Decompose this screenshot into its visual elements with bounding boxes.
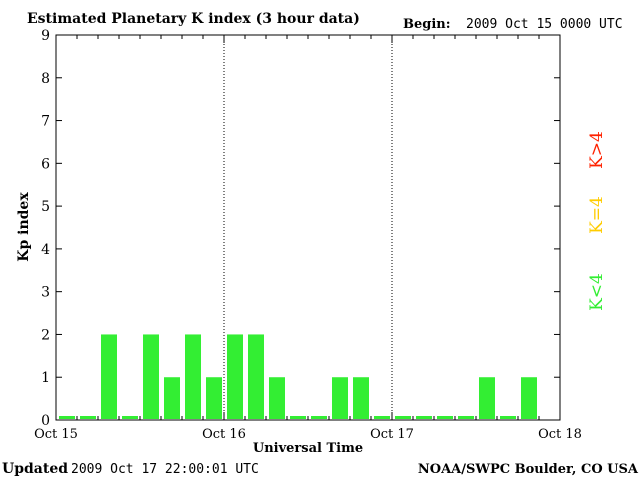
kp-bar	[227, 334, 243, 419]
y-tick-label: 2	[41, 327, 50, 343]
kp-bar	[80, 416, 96, 419]
y-tick-label: 4	[41, 242, 50, 258]
y-tick-label: 9	[41, 28, 50, 44]
legend: K<4 K=4 K>4	[587, 131, 607, 311]
y-tick-label: 0	[41, 413, 50, 429]
chart-title: Estimated Planetary K index (3 hour data…	[27, 11, 360, 27]
y-tick-label: 1	[41, 370, 50, 386]
kp-bar	[479, 377, 495, 419]
x-axis-label: Universal Time	[253, 441, 363, 456]
x-tick-label: Oct 16	[202, 427, 246, 442]
kp-bar	[185, 334, 201, 419]
begin-value: 2009 Oct 15 0000 UTC	[466, 17, 623, 32]
kp-bar	[332, 377, 348, 419]
y-tick-label: 5	[41, 199, 50, 215]
x-tick-label: Oct 15	[34, 427, 78, 442]
kp-bar	[458, 416, 474, 419]
legend-item: K<4	[587, 273, 607, 311]
updated-label: Updated	[2, 461, 68, 477]
updated-value: 2009 Oct 17 22:00:01 UTC	[71, 462, 259, 477]
footer-source: NOAA/SWPC Boulder, CO USA	[418, 462, 639, 477]
kp-bar	[437, 416, 453, 419]
kp-bar	[164, 377, 180, 419]
kp-bar	[101, 334, 117, 419]
kp-bar	[143, 334, 159, 419]
x-tick-label: Oct 18	[538, 427, 582, 442]
kp-bar	[395, 416, 411, 419]
kp-bar	[311, 416, 327, 419]
kp-bar	[353, 377, 369, 419]
kp-bar	[500, 416, 516, 419]
bars	[59, 334, 537, 419]
kp-bar	[416, 416, 432, 419]
x-tick-label: Oct 17	[370, 427, 414, 442]
kp-bar	[521, 377, 537, 419]
legend-item: K=4	[587, 196, 607, 234]
x-axis-ticks: Oct 15 Oct 16 Oct 17 Oct 18	[34, 35, 582, 442]
kp-bar	[269, 377, 285, 419]
y-tick-label: 6	[41, 156, 50, 172]
y-tick-label: 7	[41, 114, 50, 130]
kp-bar	[206, 377, 222, 419]
plot-area	[55, 34, 561, 421]
y-axis-ticks: 0 1 2 3 4 5 6 7 8 9	[41, 28, 560, 429]
kp-bar	[290, 416, 306, 419]
y-tick-label: 3	[41, 285, 50, 301]
begin-label: Begin:	[403, 17, 451, 32]
kp-bar	[374, 416, 390, 419]
kp-bar	[59, 416, 75, 419]
y-axis-label: Kp index	[16, 192, 32, 262]
y-tick-label: 8	[41, 71, 50, 87]
day-gridlines	[223, 35, 393, 420]
kp-bar	[122, 416, 138, 419]
legend-item: K>4	[587, 131, 607, 169]
kp-bar	[248, 334, 264, 419]
